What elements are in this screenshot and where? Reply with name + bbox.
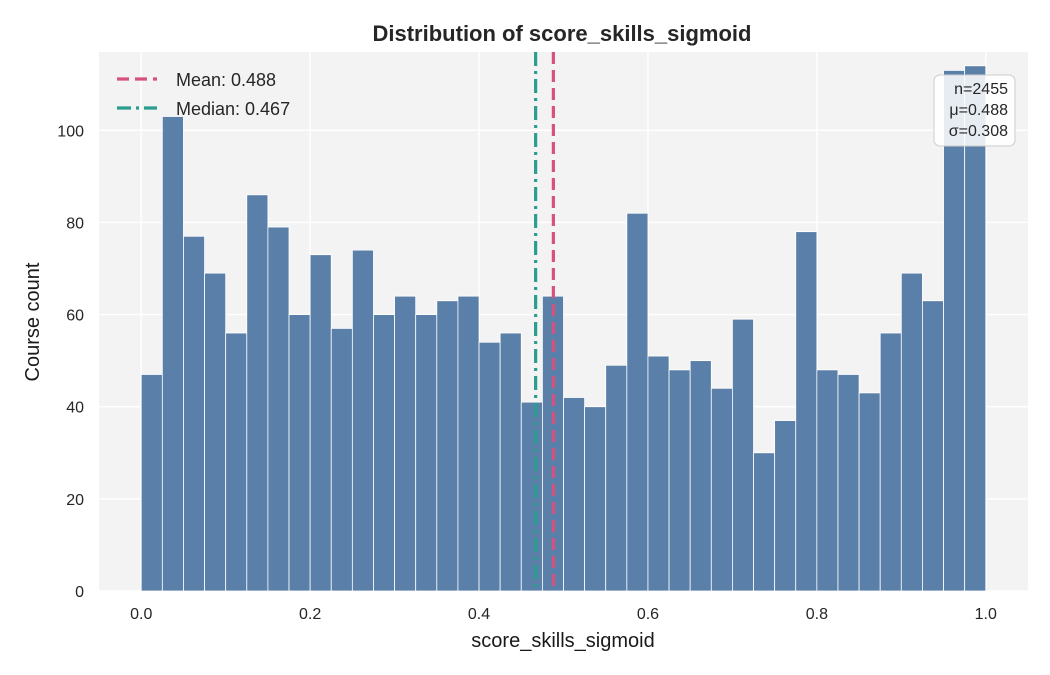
histogram-bar [605,364,628,592]
histogram-bar [795,231,818,592]
reference-lines [534,52,555,591]
histogram-bar [584,406,607,592]
chart-title: Distribution of score_skills_sigmoid [373,21,752,46]
x-tick-label: 0.2 [299,606,321,623]
x-axis-label: score_skills_sigmoid [471,630,654,652]
histogram-bar [140,374,163,592]
histogram-bar [288,314,311,592]
legend: Mean: 0.488 Median: 0.467 [117,70,290,119]
histogram-bar [457,295,480,592]
histogram-bar [647,355,670,592]
legend-mean-label: Mean: 0.488 [176,70,276,90]
histogram-bar [837,374,860,592]
histogram-bar [309,254,332,592]
histogram-bar [689,360,712,592]
x-tick-label: 0.8 [806,606,828,623]
histogram-bar [373,314,395,592]
histogram-bar [943,70,966,592]
stats-mean: μ=0.488 [949,102,1008,119]
histogram-bar [204,272,227,592]
histogram-bar [879,332,902,592]
histogram-bar [858,392,881,592]
y-tick-label: 0 [75,584,84,601]
x-tick-label: 1.0 [975,606,997,623]
histogram-bar [626,212,649,592]
histogram-bar [922,300,944,592]
histogram-bar [753,452,776,592]
histogram-bar [732,318,754,592]
histogram-bar [563,397,586,592]
histogram-bar [161,116,184,592]
y-tick-label: 20 [66,492,84,509]
histogram-bar [668,369,691,592]
histogram-bar [351,249,374,592]
y-tick-label: 40 [66,400,84,417]
y-tick-label: 80 [66,215,84,232]
histogram-bar [499,332,522,592]
histogram-bar [520,401,543,592]
y-tick-label: 60 [66,308,84,325]
histogram-bar [436,300,459,592]
histogram-bar [774,420,797,592]
histogram-bar [225,332,248,592]
histogram-bar [816,369,839,592]
histogram-bar [415,314,438,592]
histogram-bar [900,272,923,592]
histogram-bars [140,65,987,592]
y-axis-label: Course count [22,262,44,381]
histogram-bar [964,65,987,592]
stats-box: n=2455 μ=0.488 σ=0.308 [933,74,1016,147]
stats-std: σ=0.308 [949,123,1008,140]
histogram-bar [330,328,353,592]
stats-box-background [933,74,1016,147]
x-tick-label: 0.4 [468,606,490,623]
legend-median-label: Median: 0.467 [176,99,290,119]
x-tick-label: 0.0 [130,606,152,623]
stats-n: n=2455 [954,81,1008,98]
histogram-bar [267,226,290,592]
histogram-bar [478,341,501,592]
histogram-bar [246,194,269,592]
histogram-bar [394,295,417,592]
histogram-bar [183,235,205,592]
histogram-bar [710,387,733,592]
y-tick-label: 100 [57,123,84,140]
x-tick-label: 0.6 [637,606,659,623]
tick-labels: 0.0 0.2 0.4 0.6 0.8 1.0 0 20 40 60 80 100 [57,123,997,623]
